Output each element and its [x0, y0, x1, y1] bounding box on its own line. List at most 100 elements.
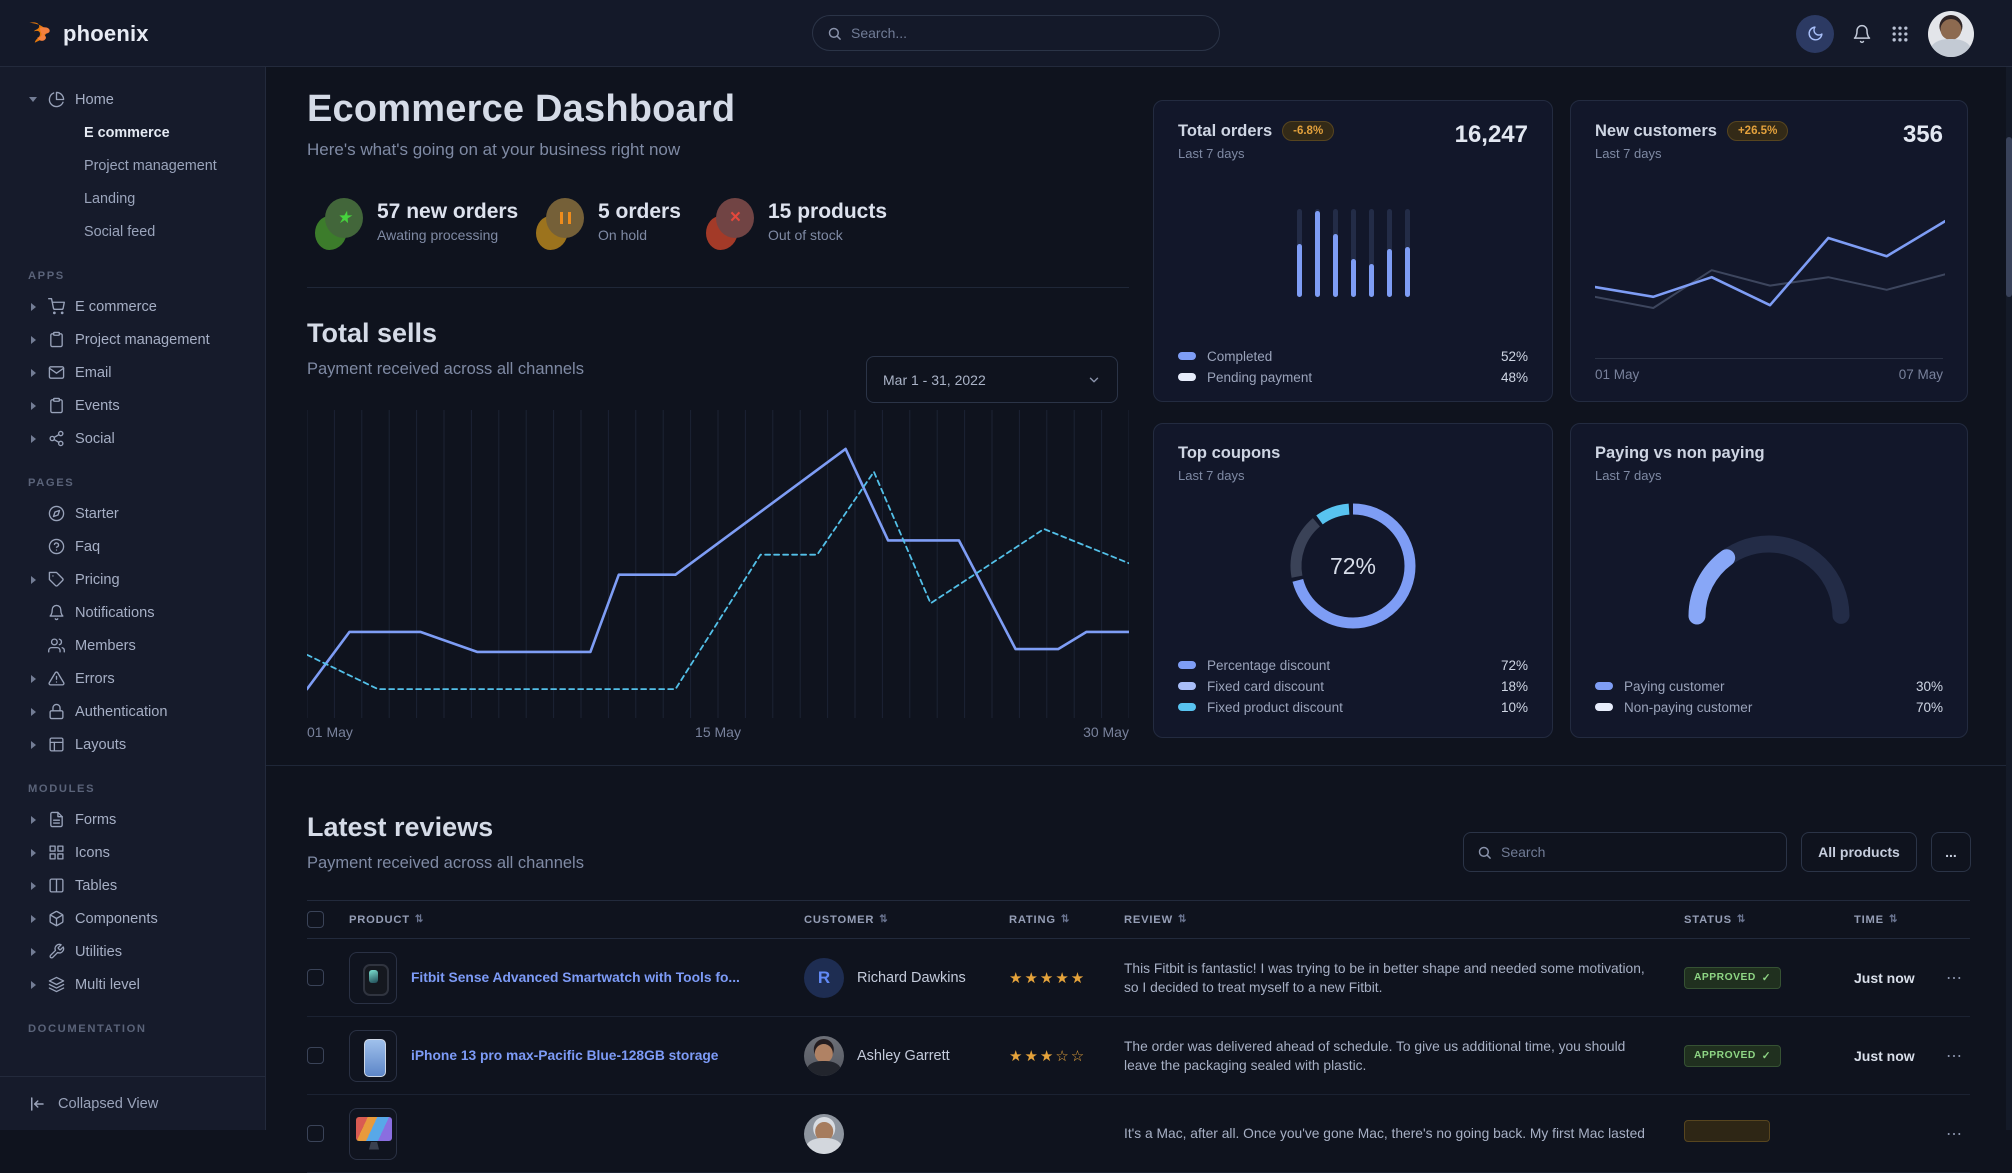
- row-checkbox[interactable]: [307, 1047, 324, 1064]
- bar: [1386, 209, 1392, 297]
- sidebar-item-label: Social: [75, 430, 115, 447]
- select-all-checkbox[interactable]: [307, 911, 324, 928]
- card-period: Last 7 days: [1595, 146, 1662, 161]
- row-actions-button[interactable]: ⋯: [1939, 1046, 1970, 1066]
- sort-icon: ⇅: [1060, 914, 1071, 925]
- legend-value: 10%: [1500, 699, 1528, 715]
- column-header-product[interactable]: PRODUCT ⇅: [349, 914, 804, 926]
- sidebar-item-members[interactable]: Members: [0, 629, 265, 662]
- bar: [1404, 209, 1410, 297]
- product-link[interactable]: iPhone 13 pro max-Pacific Blue-128GB sto…: [411, 1048, 719, 1063]
- clipboard-icon: [48, 397, 65, 414]
- sidebar-item-multi-level[interactable]: Multi level: [0, 968, 265, 1001]
- collapse-sidebar-button[interactable]: Collapsed View: [0, 1076, 265, 1130]
- scrollbar-thumb[interactable]: [2006, 137, 2012, 297]
- legend-swatch: [1178, 682, 1196, 690]
- sidebar-item-label: Utilities: [75, 943, 123, 960]
- brand[interactable]: phoenix: [26, 0, 149, 67]
- sidebar-item-layouts[interactable]: Layouts: [0, 728, 265, 761]
- legend: Percentage discount 72% Fixed card discoun…: [1178, 657, 1528, 715]
- sidebar-item-tables[interactable]: Tables: [0, 869, 265, 902]
- total-sells-chart: [307, 410, 1129, 718]
- stat-sub: Awating processing: [377, 227, 499, 243]
- row-actions-button[interactable]: ⋯: [1939, 968, 1970, 988]
- legend-item: Completed 52%: [1178, 348, 1528, 364]
- caret-down-icon: [28, 97, 38, 102]
- latest-reviews-title: Latest reviews: [307, 812, 494, 842]
- row-actions-button[interactable]: ⋯: [1939, 1124, 1970, 1144]
- all-products-button[interactable]: All products: [1801, 832, 1917, 872]
- more-options-button[interactable]: ...: [1931, 832, 1971, 872]
- new-customers-line-chart: [1595, 219, 1945, 309]
- stat-text: 5 orders On hold: [598, 198, 681, 243]
- sidebar-item-home[interactable]: Home: [0, 83, 265, 116]
- sidebar-item-authentication[interactable]: Authentication: [0, 695, 265, 728]
- sidebar-item-project-management[interactable]: Project management: [84, 157, 217, 174]
- clipboard-icon: [48, 331, 65, 348]
- global-search-input[interactable]: [851, 25, 1205, 41]
- sidebar-item-events[interactable]: Events: [0, 389, 265, 422]
- page-scrollbar[interactable]: [2006, 67, 2012, 1130]
- bar-fill: [1332, 234, 1338, 297]
- table-row[interactable]: It's a Mac, after all. Once you've gone …: [307, 1095, 1970, 1173]
- sidebar-item-email[interactable]: Email: [0, 356, 265, 389]
- tool-icon: [48, 943, 65, 960]
- sidebar-item-errors[interactable]: Errors: [0, 662, 265, 695]
- theme-toggle-button[interactable]: [1796, 14, 1834, 53]
- sidebar-item-starter[interactable]: Starter: [0, 497, 265, 530]
- collapse-label: Collapsed View: [58, 1095, 159, 1112]
- brand-name: phoenix: [63, 20, 149, 46]
- donut-center-label: 72%: [1329, 552, 1377, 579]
- pie-icon: [48, 91, 65, 108]
- sidebar-item-label: Pricing: [75, 571, 120, 588]
- sidebar-item-utilities[interactable]: Utilities: [0, 935, 265, 968]
- card-title: Paying vs non paying: [1595, 444, 1765, 462]
- apps-menu-button[interactable]: [1890, 24, 1910, 44]
- date-range-select[interactable]: Mar 1 - 31, 2022: [866, 356, 1118, 403]
- sidebar-item-icons[interactable]: Icons: [0, 836, 265, 869]
- global-search[interactable]: [812, 15, 1220, 51]
- customer-cell: Ashley Garrett: [804, 1035, 1009, 1076]
- sidebar-item-notifications[interactable]: Notifications: [0, 596, 265, 629]
- help-icon: [48, 538, 65, 555]
- sidebar-item-landing[interactable]: Landing: [84, 190, 136, 207]
- sidebar-item-label: Faq: [75, 538, 101, 555]
- new-customers-x-axis: 01 May 07 May: [1595, 367, 1943, 382]
- legend-value: 30%: [1915, 678, 1943, 694]
- sidebar-item-e-commerce[interactable]: E commerce: [0, 290, 265, 323]
- product-link[interactable]: Fitbit Sense Advanced Smartwatch with To…: [411, 970, 740, 985]
- sidebar-item-e-commerce[interactable]: E commerce: [84, 124, 170, 141]
- cart-icon: [48, 298, 65, 315]
- sidebar-item-social[interactable]: Social: [0, 422, 265, 455]
- sidebar-item-project-management[interactable]: Project management: [0, 323, 265, 356]
- column-header-rating[interactable]: RATING ⇅: [1009, 914, 1124, 926]
- sidebar-item-forms[interactable]: Forms: [0, 803, 265, 836]
- sidebar-item-label: Icons: [75, 844, 110, 861]
- grid-dots-icon: [1890, 24, 1910, 44]
- column-header-review[interactable]: REVIEW ⇅: [1124, 914, 1684, 926]
- legend-swatch: [1595, 682, 1613, 690]
- sidebar-item-components[interactable]: Components: [0, 902, 265, 935]
- reviews-search-input[interactable]: [1501, 844, 1773, 860]
- column-header-status[interactable]: STATUS ⇅: [1684, 914, 1854, 926]
- table-row[interactable]: Fitbit Sense Advanced Smartwatch with To…: [307, 939, 1970, 1017]
- row-checkbox[interactable]: [307, 969, 324, 986]
- x-icon: ×: [706, 198, 754, 250]
- column-header-time[interactable]: TIME ⇅: [1854, 914, 1939, 926]
- stat-text: 15 products Out of stock: [768, 198, 887, 243]
- legend-label: Paying customer: [1624, 678, 1725, 694]
- sidebar-item-label: Tables: [75, 877, 118, 894]
- column-header-customer[interactable]: CUSTOMER ⇅: [804, 914, 1009, 926]
- table-row[interactable]: iPhone 13 pro max-Pacific Blue-128GB sto…: [307, 1017, 1970, 1095]
- file-icon: [48, 811, 65, 828]
- column-header-label: STATUS: [1684, 913, 1732, 926]
- user-avatar[interactable]: [1928, 10, 1974, 57]
- sidebar-item-pricing[interactable]: Pricing: [0, 563, 265, 596]
- notifications-button[interactable]: [1852, 24, 1872, 44]
- sidebar-item-social-feed[interactable]: Social feed: [84, 223, 156, 240]
- row-checkbox[interactable]: [307, 1125, 324, 1142]
- reviews-search[interactable]: [1463, 832, 1787, 872]
- sidebar-item-faq[interactable]: Faq: [0, 530, 265, 563]
- legend-swatch: [1178, 703, 1196, 711]
- time-cell: Just now: [1854, 969, 1915, 986]
